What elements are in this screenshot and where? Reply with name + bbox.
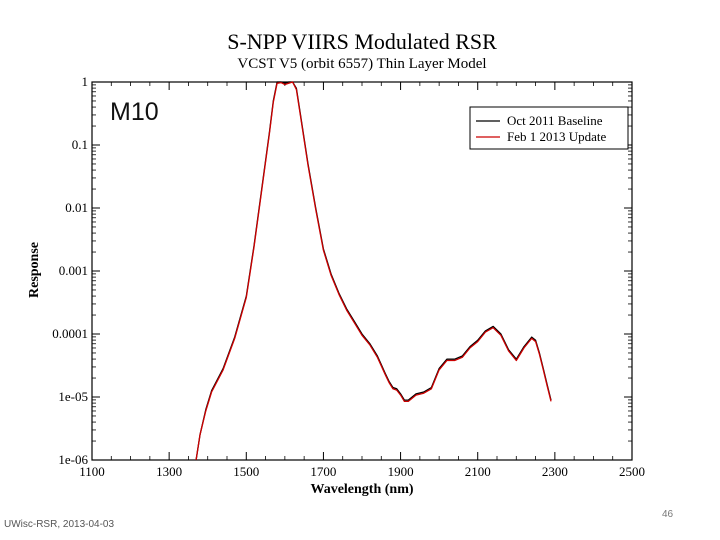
x-tick-label: 2100 (465, 464, 491, 479)
x-axis-label: Wavelength (nm) (310, 482, 413, 497)
y-axis-label: Response (27, 242, 42, 298)
x-tick-label: 2500 (619, 464, 645, 479)
y-tick-label: 0.0001 (52, 326, 88, 341)
x-tick-label: 2300 (542, 464, 568, 479)
x-tick-label: 1900 (388, 464, 414, 479)
series-line-update (195, 81, 552, 461)
y-tick-label: 1 (82, 74, 89, 89)
x-tick-label: 1100 (79, 464, 105, 479)
x-tick-label: 1500 (233, 464, 259, 479)
band-label: M10 (110, 98, 159, 126)
chart-title: S-NPP VIIRS Modulated RSR (227, 29, 497, 54)
y-axis-ticks: 1 0.1 0.01 0.001 0.0001 1e-05 1e-06 (52, 74, 632, 467)
x-axis-ticks: 1100 1300 1500 1700 1900 2100 2300 2500 (79, 82, 645, 479)
legend-label-baseline: Oct 2011 Baseline (507, 113, 603, 128)
legend-box (469, 106, 629, 150)
x-tick-label: 1300 (156, 464, 182, 479)
page-number: 46 (662, 509, 674, 520)
chart-subtitle: VCST V5 (orbit 6557) Thin Layer Model (237, 56, 486, 72)
legend: Oct 2011 Baseline Feb 1 2013 Update (469, 106, 629, 150)
x-tick-label: 1700 (310, 464, 336, 479)
footer-source: UWisc-RSR, 2013-04-03 (4, 519, 115, 530)
legend-label-update: Feb 1 2013 Update (507, 129, 607, 144)
y-tick-label: 0.1 (72, 137, 88, 152)
y-tick-label: 1e-05 (58, 389, 88, 404)
y-tick-label: 0.01 (65, 200, 88, 215)
y-tick-label: 1e-06 (58, 452, 88, 467)
y-tick-label: 0.001 (59, 263, 88, 278)
series-layer (195, 81, 552, 461)
